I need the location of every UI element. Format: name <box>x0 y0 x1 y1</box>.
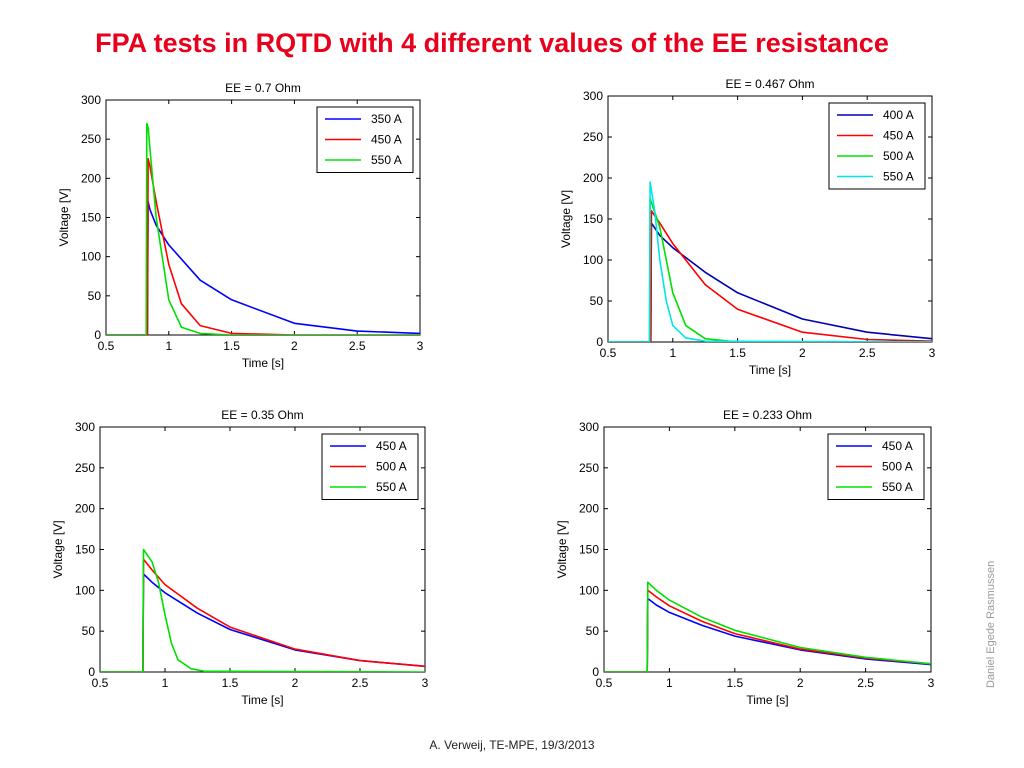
side-credit: Daniel Egede Rasmussen <box>985 560 997 688</box>
y-tick-label: 0 <box>596 335 603 349</box>
y-tick-label: 300 <box>579 420 599 434</box>
y-tick-label: 250 <box>583 130 603 144</box>
y-axis-label: Voltage [V] <box>57 188 71 246</box>
y-axis-label: Voltage [V] <box>555 520 569 578</box>
x-tick-label: 0.5 <box>98 339 115 353</box>
y-tick-label: 300 <box>81 93 101 107</box>
x-tick-label: 1.5 <box>729 346 746 360</box>
x-axis-label: Time [s] <box>749 363 791 377</box>
y-tick-label: 150 <box>75 543 95 557</box>
series-line <box>608 222 932 342</box>
series-line <box>604 581 931 672</box>
y-tick-label: 0 <box>88 665 95 679</box>
y-tick-label: 50 <box>88 289 102 303</box>
x-tick-label: 3 <box>928 676 935 690</box>
x-tick-label: 1 <box>669 346 676 360</box>
y-tick-label: 0 <box>94 328 101 342</box>
y-tick-label: 300 <box>583 89 603 103</box>
y-tick-label: 200 <box>75 502 95 516</box>
chart-ee-0-467: EE = 0.467 Ohm 0.5 1 1.5 2 2.5 3 0 50 100 150 200 25… <box>559 77 936 377</box>
y-tick-label: 50 <box>586 624 600 638</box>
y-tick-label: 200 <box>579 502 599 516</box>
series-line <box>106 201 420 335</box>
x-axis-label: Time [s] <box>746 693 788 707</box>
y-tick-label: 100 <box>81 250 101 264</box>
y-tick-label: 300 <box>75 420 95 434</box>
chart-title: EE = 0.467 Ohm <box>725 77 814 91</box>
legend-label: 350 A <box>371 112 402 126</box>
y-axis-label: Voltage [V] <box>51 520 65 578</box>
y-tick-label: 250 <box>81 132 101 146</box>
legend-label: 550 A <box>376 480 407 494</box>
legend-label: 550 A <box>371 153 402 167</box>
series-line <box>608 210 932 342</box>
x-tick-label: 2 <box>291 339 298 353</box>
x-tick-label: 2 <box>799 346 806 360</box>
x-tick-label: 1 <box>165 339 172 353</box>
x-tick-label: 2.5 <box>349 339 366 353</box>
legend-label: 550 A <box>882 480 913 494</box>
series-line <box>100 548 425 672</box>
legend-label: 550 A <box>883 170 914 184</box>
legend-box <box>828 102 926 190</box>
legend-label: 400 A <box>883 108 914 122</box>
legend-label: 450 A <box>376 439 407 453</box>
y-tick-label: 50 <box>82 624 96 638</box>
legend-label: 500 A <box>882 460 913 474</box>
x-tick-label: 0.5 <box>92 676 109 690</box>
x-axis-label: Time [s] <box>241 693 283 707</box>
x-tick-label: 3 <box>929 346 936 360</box>
y-tick-label: 0 <box>592 665 599 679</box>
series-line <box>106 158 420 335</box>
series-line <box>604 597 931 672</box>
x-tick-label: 3 <box>417 339 424 353</box>
legend-label: 500 A <box>376 460 407 474</box>
x-tick-label: 3 <box>422 676 429 690</box>
x-tick-label: 2.5 <box>859 346 876 360</box>
footer: A. Verweij, TE-MPE, 19/3/2013 <box>429 738 595 752</box>
y-tick-label: 250 <box>75 461 95 475</box>
series-line <box>106 122 420 335</box>
x-tick-label: 2 <box>292 676 299 690</box>
y-tick-label: 100 <box>75 583 95 597</box>
chart-title: EE = 0.7 Ohm <box>225 81 301 95</box>
series-line <box>100 573 425 672</box>
x-tick-label: 1 <box>666 676 673 690</box>
x-tick-label: 2.5 <box>352 676 369 690</box>
legend-label: 450 A <box>883 129 914 143</box>
series-line <box>608 181 932 342</box>
y-tick-label: 100 <box>583 253 603 267</box>
y-tick-label: 200 <box>81 171 101 185</box>
slide-title: FPA tests in RQTD with 4 different value… <box>95 28 889 58</box>
x-tick-label: 1.5 <box>222 676 239 690</box>
x-axis-label: Time [s] <box>242 356 284 370</box>
y-axis-label: Voltage [V] <box>559 190 573 248</box>
chart-ee-0-35: EE = 0.35 Ohm 0.5 1 1.5 2 2.5 3 0 50 100 150 200 250… <box>51 408 429 707</box>
y-tick-label: 50 <box>590 294 604 308</box>
series-line <box>100 558 425 672</box>
legend-label: 500 A <box>883 149 914 163</box>
y-tick-label: 200 <box>583 171 603 185</box>
y-tick-label: 250 <box>579 461 599 475</box>
chart-title: EE = 0.35 Ohm <box>221 408 303 422</box>
legend-label: 450 A <box>882 439 913 453</box>
x-tick-label: 1.5 <box>726 676 743 690</box>
x-tick-label: 2 <box>797 676 804 690</box>
x-tick-label: 2.5 <box>857 676 874 690</box>
chart-title: EE = 0.233 Ohm <box>723 408 812 422</box>
y-tick-label: 100 <box>579 583 599 597</box>
y-tick-label: 150 <box>583 212 603 226</box>
y-tick-label: 150 <box>81 211 101 225</box>
x-tick-label: 0.5 <box>596 676 613 690</box>
x-tick-label: 1 <box>162 676 169 690</box>
legend-label: 450 A <box>371 133 402 147</box>
x-tick-label: 0.5 <box>600 346 617 360</box>
y-tick-label: 150 <box>579 543 599 557</box>
x-tick-label: 1.5 <box>223 339 240 353</box>
chart-ee-0-233: EE = 0.233 Ohm 0.5 1 1.5 2 2.5 3 0 50 100 150 200 25… <box>555 408 935 707</box>
chart-ee-0-7: EE = 0.7 Ohm 0.5 1 1.5 2 2.5 3 0 50 100 150 200 250 3… <box>57 81 424 370</box>
